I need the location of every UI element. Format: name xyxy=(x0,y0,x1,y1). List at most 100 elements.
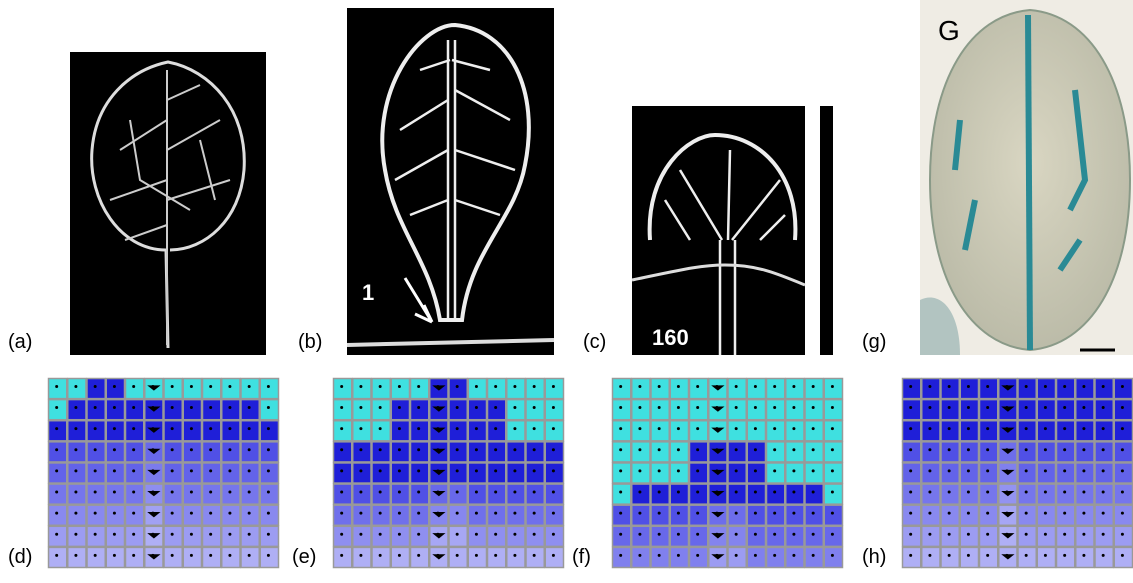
grid-cell xyxy=(241,505,259,525)
cell-dot xyxy=(1082,406,1085,409)
cell-dot xyxy=(792,469,795,472)
grid-cell xyxy=(824,442,842,462)
grid-cell xyxy=(488,505,506,525)
grid-cell xyxy=(980,421,998,441)
cell-dot xyxy=(696,533,699,536)
cell-dot xyxy=(1044,554,1047,557)
cell-dot xyxy=(812,512,815,515)
cell-dot xyxy=(619,406,622,409)
cell-dot xyxy=(533,491,536,494)
cell-dot xyxy=(773,427,776,430)
cell-dot xyxy=(1025,427,1028,430)
grid-cell xyxy=(164,421,182,441)
grid-cell xyxy=(747,421,765,441)
cell-dot xyxy=(475,491,478,494)
grid-cell xyxy=(241,463,259,483)
cell-dot xyxy=(754,385,757,388)
cell-dot xyxy=(812,491,815,494)
grid-cell xyxy=(87,421,105,441)
cell-dot xyxy=(379,427,382,430)
cell-dot xyxy=(658,512,661,515)
grid-cell xyxy=(767,400,785,420)
cell-dot xyxy=(792,427,795,430)
grid-cell xyxy=(164,400,182,420)
grid-cell xyxy=(49,379,67,399)
grid-cell xyxy=(690,400,708,420)
cell-dot xyxy=(171,533,174,536)
cell-dot xyxy=(1044,533,1047,536)
cell-dot xyxy=(677,406,680,409)
grid-cell xyxy=(126,505,144,525)
cell-dot xyxy=(417,427,420,430)
cell-dot xyxy=(94,448,97,451)
cell-dot xyxy=(792,533,795,536)
cell-dot xyxy=(74,512,77,515)
cell-dot xyxy=(190,448,193,451)
grid-cell xyxy=(805,400,823,420)
grid-cell xyxy=(632,526,650,546)
grid-cell xyxy=(411,379,429,399)
cell-dot xyxy=(619,469,622,472)
cell-dot xyxy=(267,512,270,515)
cell-dot xyxy=(928,427,931,430)
grid-cell xyxy=(922,484,940,504)
grid-cell xyxy=(805,379,823,399)
cell-dot xyxy=(552,427,555,430)
grid-cell xyxy=(391,421,409,441)
cell-dot xyxy=(209,533,212,536)
grid-cell xyxy=(824,379,842,399)
cell-dot xyxy=(677,512,680,515)
cell-dot xyxy=(948,554,951,557)
grid-cell xyxy=(728,526,746,546)
grid-cell xyxy=(747,526,765,546)
grid-cell xyxy=(488,400,506,420)
cell-dot xyxy=(113,427,116,430)
cell-dot xyxy=(417,554,420,557)
cell-dot xyxy=(1121,448,1124,451)
grid-cell xyxy=(203,400,221,420)
grid-cell xyxy=(805,442,823,462)
cell-dot xyxy=(735,427,738,430)
grid-cell xyxy=(49,463,67,483)
grid-cell xyxy=(960,547,978,567)
cell-dot xyxy=(55,427,58,430)
grid-cell xyxy=(1037,526,1055,546)
cell-dot xyxy=(1121,554,1124,557)
cell-dot xyxy=(113,491,116,494)
grid-cell xyxy=(334,421,352,441)
cell-dot xyxy=(1025,469,1028,472)
cell-dot xyxy=(533,554,536,557)
grid-cell xyxy=(468,379,486,399)
cell-dot xyxy=(735,448,738,451)
cell-dot xyxy=(171,406,174,409)
grid-cell xyxy=(260,547,278,567)
grid-cell xyxy=(980,526,998,546)
grid-cell xyxy=(507,526,525,546)
cell-dot xyxy=(696,554,699,557)
grid-cell xyxy=(613,400,631,420)
cell-dot xyxy=(967,406,970,409)
grid-cell xyxy=(353,484,371,504)
grid-cell xyxy=(106,484,124,504)
cell-dot xyxy=(113,512,116,515)
grid-cell xyxy=(260,526,278,546)
cell-dot xyxy=(55,554,58,557)
cell-dot xyxy=(677,554,680,557)
grid-cell xyxy=(49,421,67,441)
grid-cell xyxy=(449,547,467,567)
grid-cell xyxy=(805,526,823,546)
cell-dot xyxy=(1121,406,1124,409)
grid-cell xyxy=(1114,526,1132,546)
grid-cell xyxy=(68,463,86,483)
grid-cell xyxy=(68,484,86,504)
cell-dot xyxy=(909,448,912,451)
grid-cell xyxy=(545,526,563,546)
grid-cell xyxy=(526,547,544,567)
cell-dot xyxy=(1121,385,1124,388)
cell-dot xyxy=(1082,448,1085,451)
cell-dot xyxy=(55,448,58,451)
grid-cell xyxy=(391,463,409,483)
grid-cell xyxy=(222,442,240,462)
grid-cell xyxy=(241,421,259,441)
cell-dot xyxy=(475,554,478,557)
